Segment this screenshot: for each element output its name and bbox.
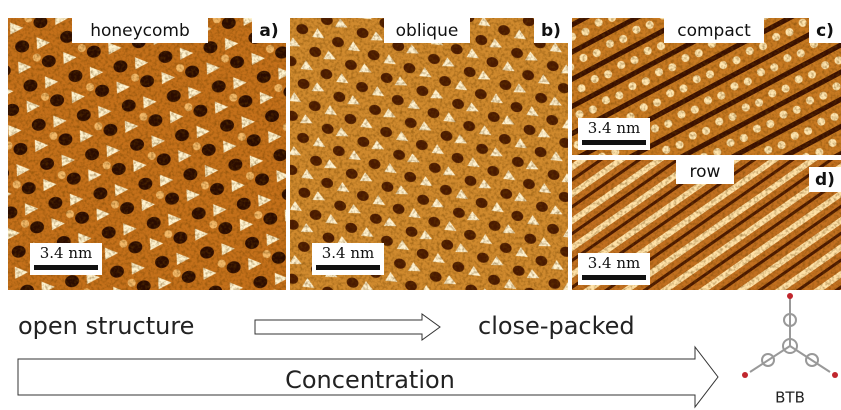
concentration-arrow bbox=[17, 345, 719, 409]
label-box bbox=[252, 18, 286, 43]
arrow-end-label: close-packed bbox=[478, 312, 635, 340]
panel-label: compact bbox=[677, 21, 751, 41]
panel-a: honeycomb a) 3.4 nm bbox=[8, 18, 286, 290]
label-box bbox=[676, 160, 734, 184]
panel-label: oblique bbox=[396, 21, 459, 41]
panel-d: row d) 3.4 nm bbox=[572, 160, 841, 290]
label-box bbox=[384, 18, 470, 43]
panel-b: oblique b) 3.4 nm bbox=[290, 18, 568, 290]
axis-label: Concentration bbox=[285, 366, 455, 394]
scale-label: 3.4 nm bbox=[588, 119, 641, 137]
label-box bbox=[809, 18, 841, 43]
panel-letter: b) bbox=[541, 21, 561, 41]
panel-letter: d) bbox=[815, 170, 835, 190]
panel-letter: c) bbox=[816, 21, 834, 41]
scale-bar bbox=[582, 140, 646, 145]
panel-label: row bbox=[690, 162, 721, 182]
label-box bbox=[809, 167, 841, 192]
label-box bbox=[664, 18, 764, 43]
panel-label: honeycomb bbox=[90, 21, 190, 41]
molecule bbox=[742, 293, 838, 378]
scale-label: 3.4 nm bbox=[40, 244, 93, 262]
scale-label: 3.4 nm bbox=[322, 244, 375, 262]
scale-bar bbox=[582, 275, 646, 280]
scale-bar bbox=[316, 265, 380, 270]
scale-bar bbox=[34, 265, 98, 270]
scale-label: 3.4 nm bbox=[588, 254, 641, 272]
small-arrow bbox=[254, 313, 441, 341]
panel-letter: a) bbox=[259, 21, 278, 41]
arrow-start-label: open structure bbox=[18, 312, 194, 340]
label-box bbox=[534, 18, 568, 43]
panel-c: compact c) 3.4 nm bbox=[572, 18, 841, 155]
molecule-label: BTB bbox=[775, 389, 805, 407]
label-box bbox=[72, 18, 208, 43]
